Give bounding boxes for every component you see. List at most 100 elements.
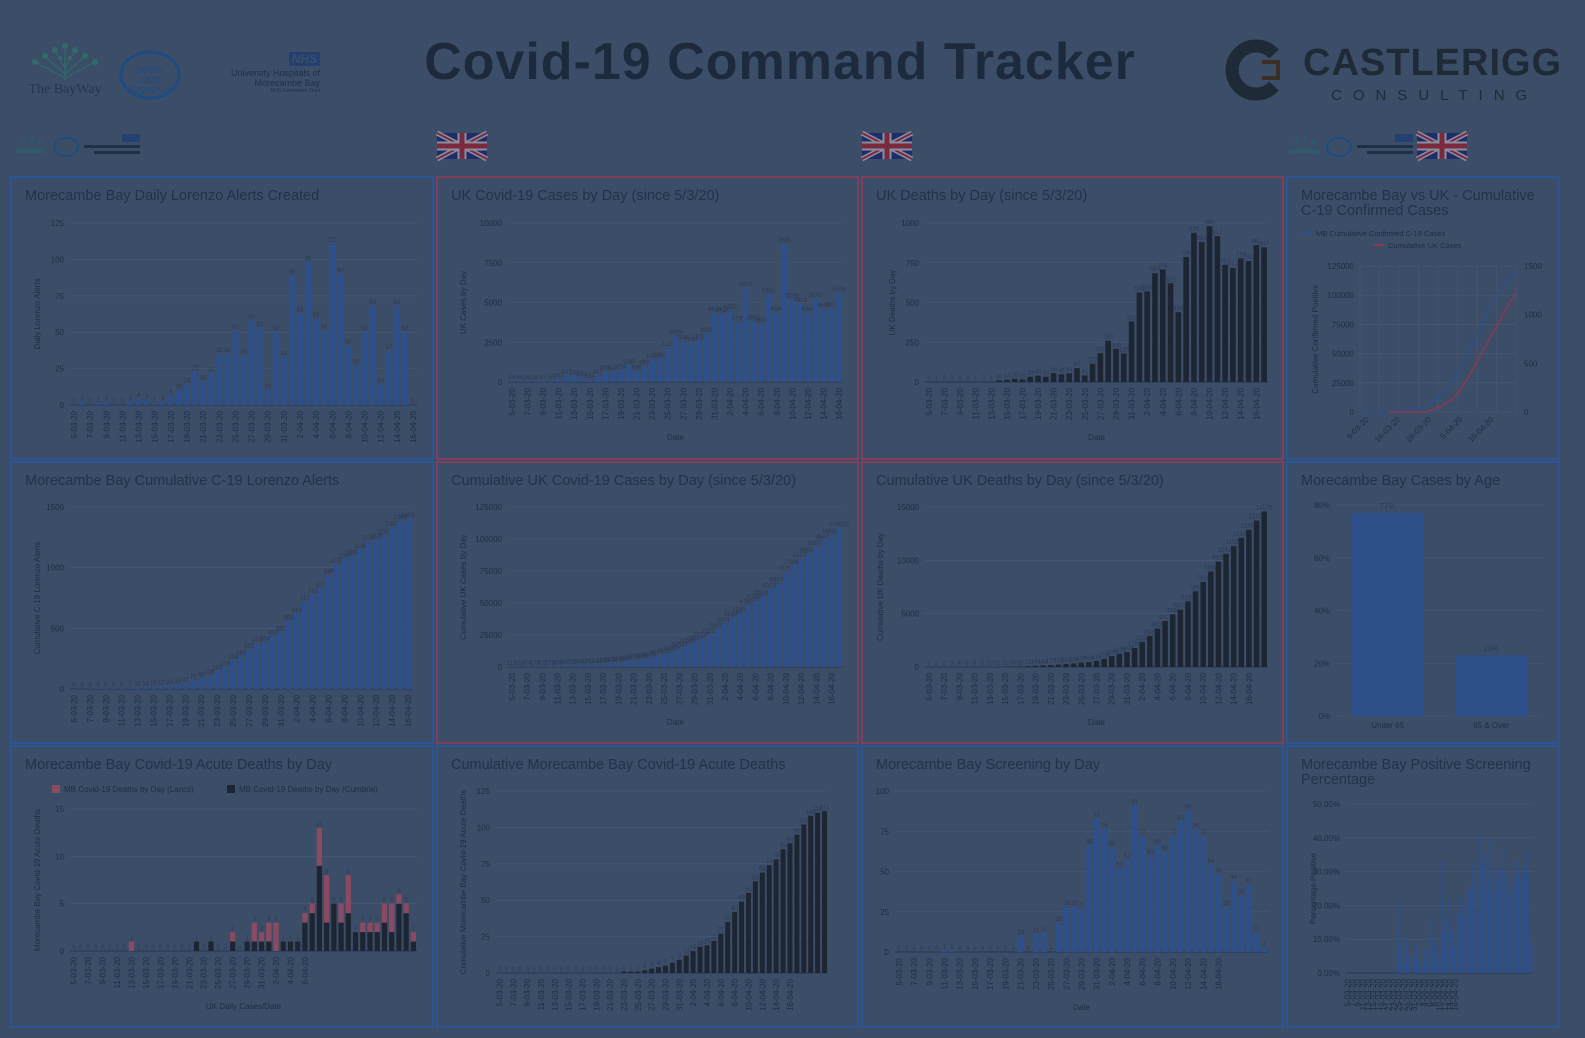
data-label: 4 xyxy=(657,961,661,967)
data-label: 0 xyxy=(920,946,924,952)
data-label: 456 xyxy=(552,660,563,666)
bar xyxy=(206,675,213,689)
y-tick-label: 60% xyxy=(1314,554,1330,563)
x-tick-label: 5-03-20 xyxy=(70,410,79,438)
bar xyxy=(1530,942,1533,973)
x-tick-label: 12-04-20 xyxy=(804,387,813,420)
x-axis-label: Date xyxy=(667,718,684,727)
data-label: 27 xyxy=(717,928,724,934)
data-label: 0 xyxy=(525,967,529,973)
bar xyxy=(1043,376,1049,382)
bct-ring-icon xyxy=(119,50,181,100)
x-tick-label: 9-03-20 xyxy=(102,410,111,438)
x-tick-label: 8-04-20 xyxy=(1430,978,1439,1006)
bar xyxy=(1078,908,1085,952)
bar xyxy=(333,564,340,689)
bar xyxy=(216,354,223,405)
data-label: 263 xyxy=(236,651,247,657)
data-label: 0 xyxy=(588,967,592,973)
y-axis-label: Cumulative UK Deaths by Day xyxy=(876,533,885,641)
data-label: 144 xyxy=(1038,659,1049,665)
bar xyxy=(787,843,793,973)
data-label: 33 xyxy=(281,351,288,357)
y-tick-label: 125 xyxy=(51,219,65,228)
bar xyxy=(996,380,1002,382)
bar xyxy=(1063,906,1070,952)
data-label: 3983 xyxy=(619,656,633,662)
x-tick-label: 10-04-20 xyxy=(356,694,365,727)
data-label: 1 xyxy=(950,944,954,950)
data-label: 1 xyxy=(289,936,293,942)
data-label: 4344 xyxy=(770,307,784,313)
data-label: 110 xyxy=(813,807,823,813)
bar xyxy=(798,559,804,667)
bar xyxy=(949,950,955,952)
x-tick-label: 4-04-20 xyxy=(1159,387,1168,415)
data-label: 5491 xyxy=(762,289,776,295)
bar-segment xyxy=(287,941,294,951)
data-label: 0 xyxy=(567,967,571,973)
data-label: 74 xyxy=(766,859,773,865)
bar xyxy=(739,901,745,973)
bar-segment xyxy=(128,941,135,951)
data-label: 180 xyxy=(1119,347,1130,353)
bar xyxy=(729,618,736,667)
bar-segment xyxy=(230,932,236,942)
x-tick-label: 27-03-20 xyxy=(229,956,238,989)
bar xyxy=(405,519,411,689)
x-tick-label: 8-04-20 xyxy=(731,978,740,1006)
x-tick-label: 14-04-20 xyxy=(393,410,402,443)
y-tick-label: 30.00% xyxy=(1313,868,1340,877)
x-tick-label: 31-03-20 xyxy=(280,410,289,443)
data-label: 1028 xyxy=(330,558,344,564)
data-label: 0 xyxy=(928,946,932,952)
bar xyxy=(1154,628,1161,667)
bar xyxy=(602,371,609,382)
data-label: 9529 xyxy=(657,649,671,655)
bar xyxy=(1505,874,1508,973)
bar xyxy=(1402,962,1405,973)
x-tick-label: 7-03-20 xyxy=(509,978,518,1006)
bar xyxy=(1074,368,1080,382)
bar xyxy=(214,671,221,689)
y-tick-label: 0 xyxy=(1350,408,1355,417)
data-label: 14 xyxy=(184,379,191,385)
bar xyxy=(1124,860,1130,952)
series-line xyxy=(1389,292,1517,413)
bar xyxy=(190,680,197,689)
bar xyxy=(1198,241,1205,382)
chart-panel-cumulative-uk-cases: Cumulative UK Covid-19 Cases by Day (sin… xyxy=(436,461,859,744)
bar xyxy=(657,358,663,382)
y-axis-label: UK Cases by Day xyxy=(459,271,468,334)
data-label: 14 xyxy=(377,379,384,385)
bar xyxy=(742,288,749,382)
data-label: 35 xyxy=(1238,890,1245,896)
data-label: 111 xyxy=(820,805,830,811)
x-tick-label: 25-03-20 xyxy=(1077,672,1086,705)
bar xyxy=(548,381,554,382)
data-label: 384 xyxy=(260,636,271,642)
x-tick-label: 5-03-20 xyxy=(925,672,934,700)
bar xyxy=(797,303,803,382)
bar xyxy=(1113,348,1119,382)
data-label: 85 xyxy=(780,843,787,849)
bar xyxy=(118,688,125,689)
x-tick-label: 23-03-20 xyxy=(1065,387,1074,420)
bar xyxy=(745,605,751,667)
data-label: 10 xyxy=(264,384,271,390)
bar xyxy=(264,390,271,405)
data-label: 88 xyxy=(1185,804,1192,810)
y-tick-label: 0 xyxy=(60,401,65,410)
x-tick-label: 16-04-20 xyxy=(1245,672,1254,705)
x-tick-label: 4-04-20 xyxy=(736,672,745,700)
bar xyxy=(1116,653,1123,667)
x-tick-label: 16-03-20 xyxy=(1373,415,1402,444)
bar xyxy=(1071,906,1077,952)
bar xyxy=(280,356,287,405)
x-tick-label: 7-03-20 xyxy=(940,387,949,415)
bar-segment xyxy=(338,903,344,923)
x-tick-label: 21-03-20 xyxy=(197,694,206,727)
data-label: 33 xyxy=(174,679,181,685)
bar xyxy=(293,613,300,689)
bar xyxy=(618,370,624,382)
